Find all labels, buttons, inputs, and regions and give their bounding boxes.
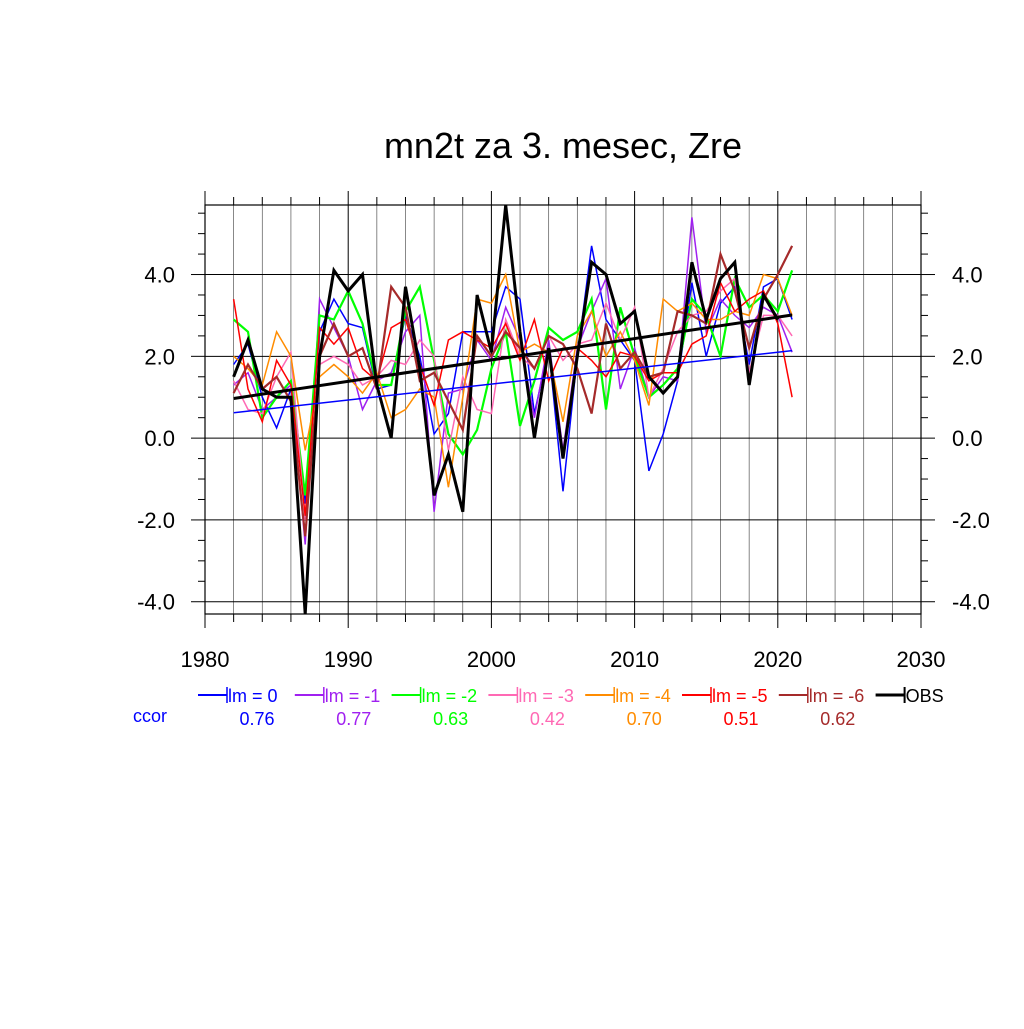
- tick-labels: 1980 1990 2000 2010 2020 2030 -4.0 -4.0 -2.0 -2.0…: [137, 263, 990, 672]
- ccor-value: 0.62: [820, 709, 855, 729]
- legend-label: lm = -5: [712, 686, 768, 706]
- ccor-value: 0.51: [723, 709, 758, 729]
- trend-line: [233, 349, 793, 414]
- ccor-label: ccor: [133, 706, 167, 726]
- plot-frame: [204, 204, 922, 615]
- y-tick-label-right: 2.0: [952, 344, 983, 369]
- y-tick-label-right: 4.0: [952, 263, 983, 288]
- axes-frame: [191, 191, 935, 628]
- x-tick-label: 2020: [753, 647, 802, 672]
- y-tick-label-left: 2.0: [144, 344, 175, 369]
- series-line: [232, 204, 780, 615]
- series-line: [232, 280, 793, 516]
- x-tick-label: 1990: [324, 647, 373, 672]
- ccor-row: ccor 0.76 0.77 0.63 0.42 0.70 0.51 0.62: [133, 706, 855, 729]
- series-line: [232, 277, 793, 520]
- series-line: [232, 245, 794, 537]
- chart-title: mn2t za 3. mesec, Zre: [384, 125, 742, 166]
- trend-line: [233, 313, 793, 400]
- ccor-value: 0.63: [433, 709, 468, 729]
- series-line: [233, 272, 793, 488]
- y-tick-label-left: -2.0: [137, 508, 175, 533]
- x-tick-label: 1980: [181, 647, 230, 672]
- legend: lm = 0 lm = -1 lm = -2 lm = -3 lm = -4 lm = -…: [198, 686, 944, 706]
- x-tick-label: 2030: [897, 647, 946, 672]
- y-tick-label-right: 0.0: [952, 426, 983, 451]
- y-tick-label-left: 4.0: [144, 263, 175, 288]
- ccor-value: 0.77: [336, 709, 371, 729]
- legend-label: lm = -4: [615, 686, 671, 706]
- legend-label: lm = -1: [325, 686, 381, 706]
- x-tick-label: 2000: [467, 647, 516, 672]
- trend-lines: [233, 313, 793, 414]
- y-tick-label-right: -4.0: [952, 590, 990, 615]
- series-lines: [232, 204, 794, 615]
- legend-label: lm = 0: [228, 686, 278, 706]
- y-tick-label-right: -2.0: [952, 508, 990, 533]
- legend-label: lm = -6: [809, 686, 865, 706]
- x-tick-label: 2010: [610, 647, 659, 672]
- ccor-value: 0.42: [530, 709, 565, 729]
- legend-label: lm = -2: [422, 686, 478, 706]
- legend-label: lm = -3: [518, 686, 574, 706]
- y-tick-label-left: -4.0: [137, 590, 175, 615]
- ccor-value: 0.76: [239, 709, 274, 729]
- y-tick-label-left: 0.0: [144, 426, 175, 451]
- legend-label: OBS: [906, 686, 944, 706]
- ccor-value: 0.70: [627, 709, 662, 729]
